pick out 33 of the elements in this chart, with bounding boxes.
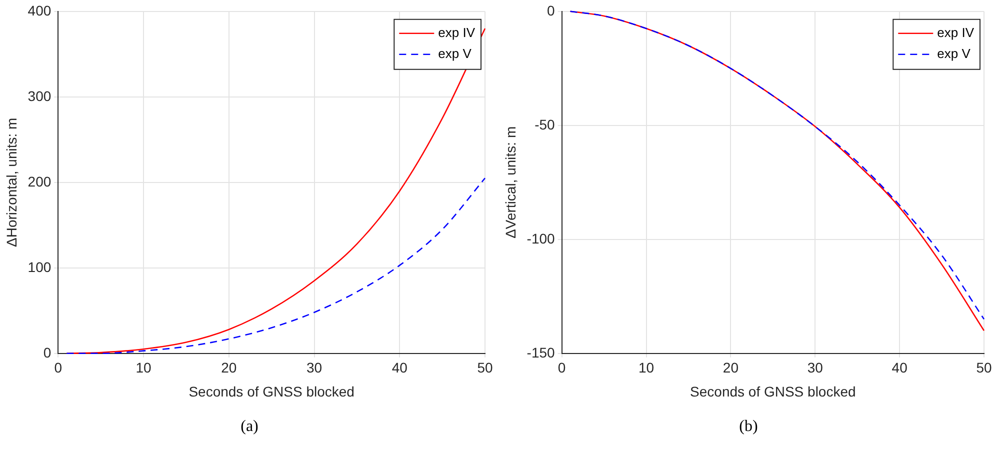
text: (b) (738, 418, 759, 436)
legend-label: exp IV (937, 24, 974, 40)
y-tick-label: 0 (43, 344, 52, 360)
x-tick-label: 50 (477, 360, 493, 376)
x-tick-label: 30 (807, 360, 824, 376)
y-tick-label: 400 (28, 2, 52, 18)
legend-label: exp IV (438, 24, 476, 40)
x-tick-label: 20 (722, 360, 739, 376)
y-axis-title: ΔHorizontal, units: m (3, 118, 20, 247)
legend-label: exp V (937, 46, 971, 61)
x-tick-label: 10 (136, 360, 152, 376)
y-tick-label: -50 (534, 116, 556, 132)
text: (a) (240, 418, 260, 436)
legend-label: exp V (438, 46, 472, 61)
x-tick-label: 20 (221, 360, 237, 376)
y-axis-title: ΔVertical, units: m (502, 126, 518, 238)
y-tick-label: 300 (28, 88, 52, 104)
y-tick-label: 0 (547, 2, 556, 18)
y-tick-label: 100 (28, 258, 52, 275)
x-tick-label: 40 (392, 360, 408, 376)
x-tick-label: 0 (54, 360, 62, 376)
y-tick-label: -150 (526, 344, 556, 360)
x-tick-label: 10 (638, 360, 654, 376)
x-tick-label: 40 (892, 360, 908, 376)
x-tick-label: 30 (306, 360, 322, 376)
x-tick-label: 0 (558, 360, 566, 376)
y-tick-label: -100 (526, 230, 556, 246)
line-series (66, 177, 486, 354)
x-axis-title: Seconds of GNSS blocked (690, 383, 856, 400)
x-tick-label: 50 (976, 360, 992, 376)
y-tick-label: 200 (28, 173, 52, 190)
line-series (66, 28, 486, 354)
x-axis-title: Seconds of GNSS blocked (188, 383, 354, 400)
